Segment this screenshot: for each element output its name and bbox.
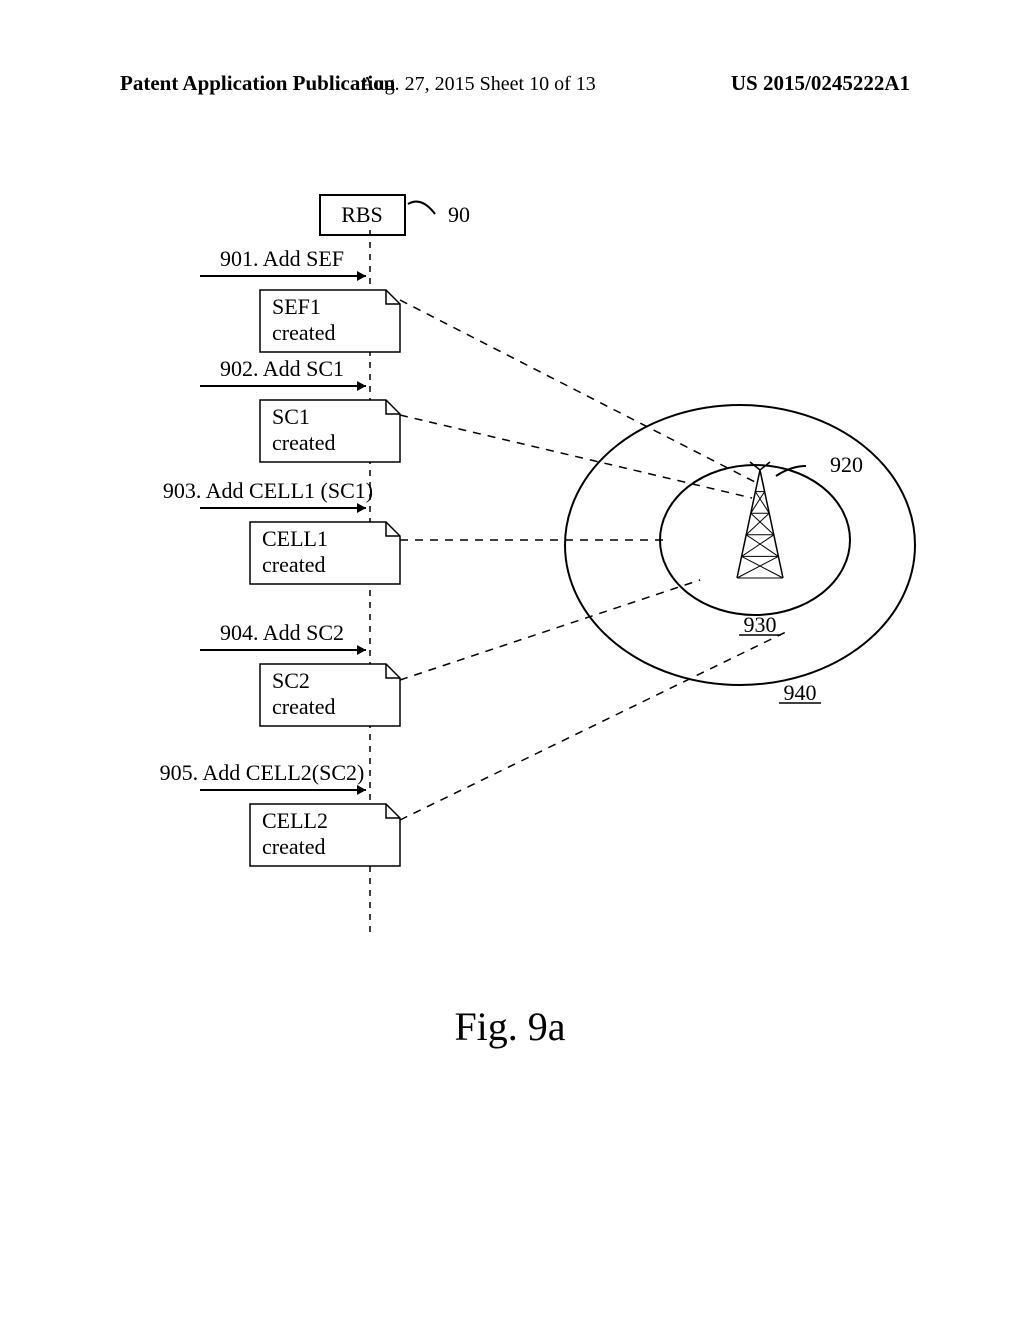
- figure-caption: Fig. 9a: [454, 1004, 565, 1049]
- note-text-3-1: created: [272, 694, 336, 719]
- header-mid: Aug. 27, 2015 Sheet 10 of 13: [360, 73, 596, 95]
- arrow-label-3: 904. Add SC2: [220, 620, 344, 645]
- note-text-2-1: created: [262, 552, 326, 577]
- arrow-head-3: [357, 645, 366, 655]
- dashed-link-0: [400, 300, 755, 482]
- tower-icon: [737, 462, 783, 578]
- arrow-label-1: 902. Add SC1: [220, 356, 344, 381]
- arrow-head-1: [357, 381, 366, 391]
- dashed-link-3: [400, 580, 700, 680]
- note-text-0-0: SEF1: [272, 294, 321, 319]
- note-text-1-1: created: [272, 430, 336, 455]
- arrow-head-0: [357, 271, 366, 281]
- note-text-2-0: CELL1: [262, 526, 328, 551]
- note-text-4-1: created: [262, 834, 326, 859]
- note-text-0-1: created: [272, 320, 336, 345]
- note-text-1-0: SC1: [272, 404, 310, 429]
- cell-ellipse-outer: [565, 405, 915, 685]
- note-text-4-0: CELL2: [262, 808, 328, 833]
- dashed-link-1: [400, 415, 752, 498]
- arrow-head-2: [357, 503, 366, 513]
- label-940: 940: [784, 680, 817, 705]
- rbs-number: 90: [448, 202, 470, 227]
- arrow-label-0: 901. Add SEF: [220, 246, 344, 271]
- arrow-label-4: 905. Add CELL2(SC2): [160, 760, 365, 785]
- dashed-link-4: [400, 630, 790, 820]
- note-text-3-0: SC2: [272, 668, 310, 693]
- rbs-label: RBS: [341, 202, 383, 227]
- label-930: 930: [744, 612, 777, 637]
- header-left: Patent Application Publication: [120, 71, 396, 95]
- arrow-head-4: [357, 785, 366, 795]
- rbs-leader: [408, 202, 435, 214]
- arrow-label-2: 903. Add CELL1 (SC1): [163, 478, 373, 503]
- tower-number: 920: [830, 452, 863, 477]
- header-right: US 2015/0245222A1: [731, 71, 910, 95]
- cell-ellipse-inner: [660, 465, 850, 615]
